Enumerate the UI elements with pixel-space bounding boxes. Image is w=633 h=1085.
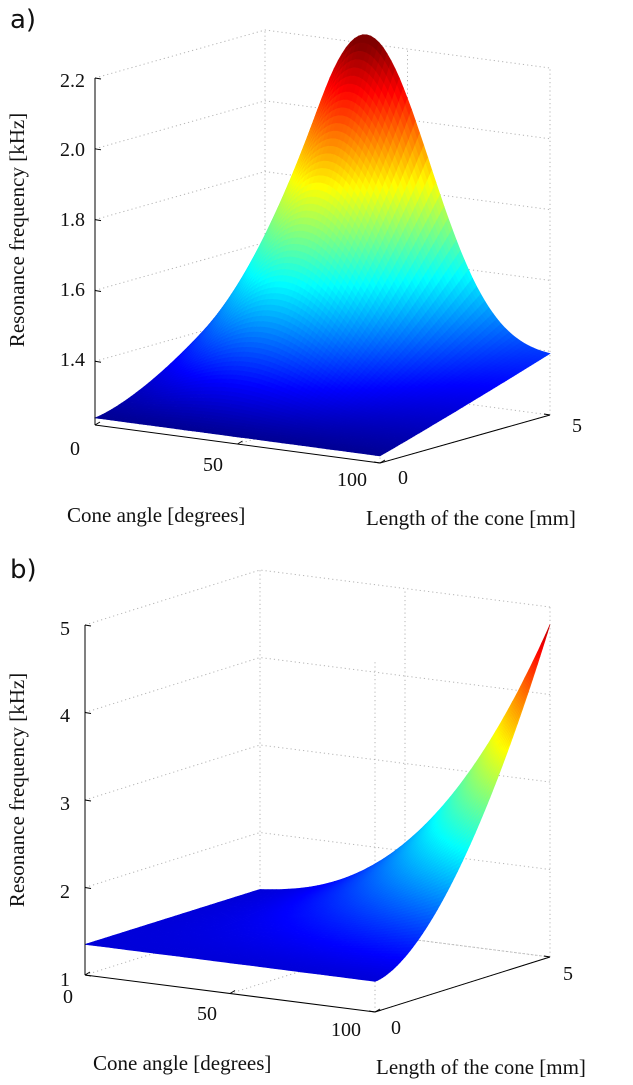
- z-tick-mark: [94, 148, 102, 151]
- panel-b-label: b): [10, 555, 37, 585]
- panel-a-y-tick: 5: [572, 415, 582, 437]
- panel-a-x-label: Cone angle [degrees]: [67, 503, 245, 527]
- panel-a-label: a): [10, 5, 36, 35]
- grid-line: [94, 29, 551, 79]
- panel-a-x-tick: 0: [70, 438, 80, 460]
- grid-line: [84, 831, 551, 888]
- panel-a-z-tick: 1.4: [60, 349, 85, 371]
- panel-a-z-tick: 2.2: [60, 70, 85, 92]
- grid-line: [84, 656, 551, 713]
- panel-b: b) 1 2 3 4 5 0 50 100 0 5 Cone angle [de…: [5, 555, 586, 1079]
- z-tick-mark: [94, 360, 102, 363]
- panel-b-surface: [84, 624, 551, 982]
- grid-line: [94, 100, 551, 150]
- x-tick-mark: [94, 421, 101, 426]
- z-tick-mark: [94, 77, 102, 80]
- y-tick-mark: [543, 413, 551, 416]
- grid-line: [94, 171, 551, 221]
- panel-a-y-tick: 0: [398, 467, 408, 489]
- panel-a-x-tick: 100: [337, 469, 367, 491]
- panel-a-x-tick: 50: [203, 454, 223, 476]
- panel-a: a) 1.4 1.6 1.8 2.0 2.2 0 50 100 0 5 Cone…: [5, 5, 582, 530]
- panel-a-z-tick: 1.8: [60, 209, 85, 231]
- z-tick-mark: [94, 289, 102, 292]
- z-tick-mark: [94, 219, 102, 222]
- panel-a-z-tick: 2.0: [60, 139, 85, 161]
- panel-a-y-label: Length of the cone [mm]: [366, 506, 576, 530]
- panel-a-z-label: Resonance frequency [kHz]: [5, 113, 29, 347]
- panel-a-z-tick: 1.6: [60, 279, 85, 301]
- grid-line: [84, 569, 551, 626]
- y-tick-mark: [373, 461, 381, 464]
- panel-a-surface: [93, 34, 551, 457]
